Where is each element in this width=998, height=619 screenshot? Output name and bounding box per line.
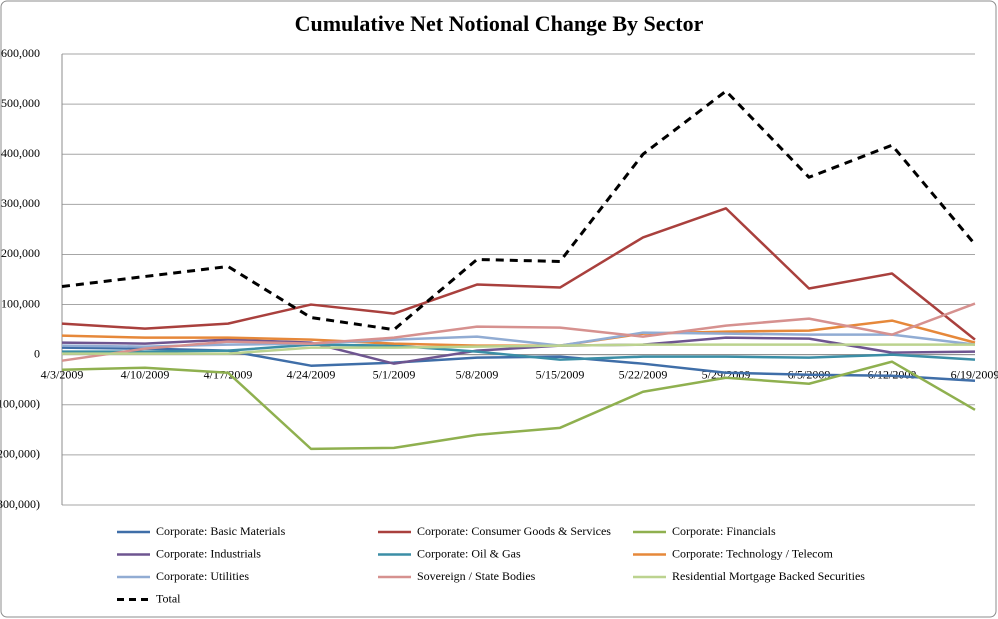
legend-label: Corporate: Consumer Goods & Services — [417, 524, 611, 538]
series-line — [61, 336, 976, 365]
legend-label: Corporate: Industrials — [156, 546, 261, 560]
y-tick-label: 600,000 — [1, 46, 40, 60]
y-tick-label: 400,000 — [1, 146, 40, 160]
series-line — [61, 302, 976, 362]
x-tick-label: 4/10/2009 — [121, 367, 170, 381]
x-tick-label: 6/12/2009 — [868, 367, 917, 381]
y-tick-label: (100,000) — [0, 397, 40, 411]
series-line — [61, 360, 976, 451]
y-tick-label: (200,000) — [0, 447, 40, 461]
x-tick-label: 4/24/2009 — [287, 367, 336, 381]
series-line — [62, 343, 976, 361]
x-tick-label: 5/22/2009 — [619, 367, 668, 381]
x-tick-label: 5/8/2009 — [456, 367, 499, 381]
x-tick-label: 4/3/2009 — [41, 367, 84, 381]
x-tick-label: 6/19/2009 — [951, 367, 998, 381]
legend-label: Corporate: Oil & Gas — [417, 546, 521, 560]
y-tick-label: 100,000 — [1, 296, 40, 310]
y-tick-label: 200,000 — [1, 246, 40, 260]
legend-label: Corporate: Basic Materials — [156, 524, 286, 538]
series-line — [61, 207, 976, 341]
series-line — [61, 331, 976, 348]
legend-label: Corporate: Utilities — [156, 569, 249, 583]
legend-label: Total — [156, 591, 181, 605]
x-tick-label: 4/17/2009 — [204, 367, 253, 381]
chart-title: Cumulative Net Notional Change By Sector — [295, 11, 704, 36]
x-tick-label: 5/15/2009 — [536, 367, 585, 381]
legend-label: Corporate: Technology / Telecom — [672, 546, 834, 560]
y-tick-label: 300,000 — [1, 196, 40, 210]
y-tick-label: 500,000 — [1, 96, 40, 110]
legend-label: Residential Mortgage Backed Securities — [672, 569, 865, 583]
x-tick-label: 5/1/2009 — [373, 367, 416, 381]
y-tick-label: (300,000) — [0, 497, 40, 511]
series-line — [62, 343, 975, 355]
y-tick-label: 0 — [34, 346, 40, 360]
legend-label: Sovereign / State Bodies — [417, 569, 536, 583]
series-line — [61, 89, 977, 332]
legend-label: Corporate: Financials — [672, 524, 776, 538]
